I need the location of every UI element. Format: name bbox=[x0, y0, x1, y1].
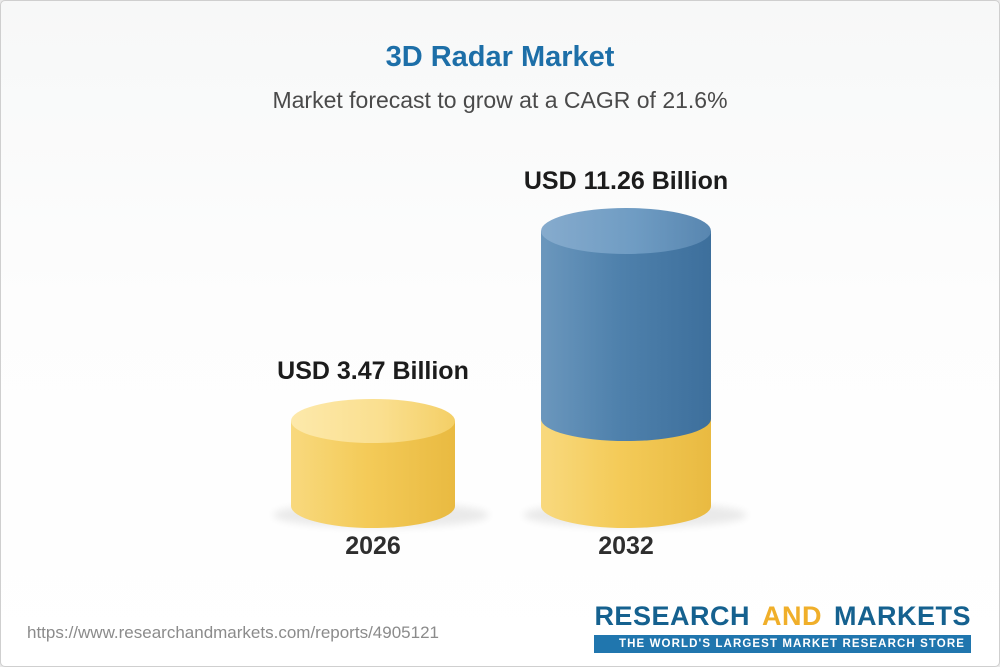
bar-2026-cylinder[interactable] bbox=[291, 399, 455, 528]
logo-word-and: AND bbox=[761, 601, 822, 631]
category-label-2032: 2032 bbox=[598, 532, 654, 560]
research-and-markets-logo: RESEARCH AND MARKETS THE WORLD'S LARGEST… bbox=[594, 601, 971, 653]
chart-subtitle: Market forecast to grow at a CAGR of 21.… bbox=[272, 87, 728, 113]
source-url-link[interactable]: https://www.researchandmarkets.com/repor… bbox=[27, 623, 439, 642]
logo-word-research: RESEARCH bbox=[594, 601, 750, 631]
bar-2032-cylinder[interactable] bbox=[541, 208, 711, 528]
value-label-2026: USD 3.47 Billion bbox=[277, 357, 469, 385]
category-label-2026: 2026 bbox=[345, 532, 401, 560]
logo-word-markets: MARKETS bbox=[834, 601, 971, 631]
value-label-2032: USD 11.26 Billion bbox=[523, 167, 729, 195]
logo-tagline: THE WORLD'S LARGEST MARKET RESEARCH STOR… bbox=[594, 635, 971, 653]
logo-wordmark: RESEARCH AND MARKETS bbox=[594, 601, 971, 632]
chart-title: 3D Radar Market bbox=[385, 41, 615, 73]
